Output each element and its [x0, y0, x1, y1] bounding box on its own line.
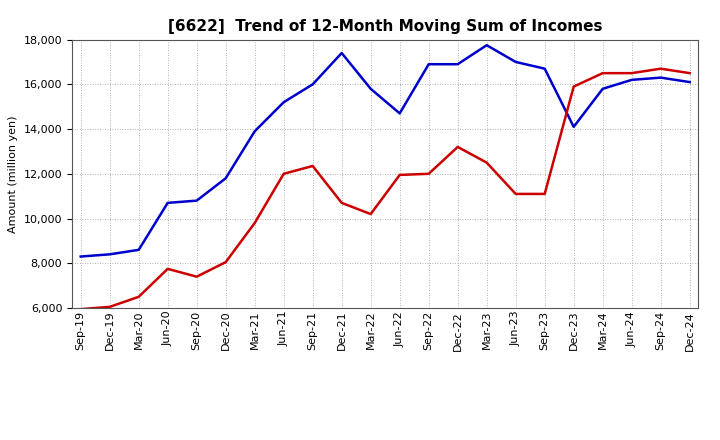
Net Income [570, 84, 578, 89]
Ordinary Income [541, 66, 549, 71]
Net Income [135, 294, 143, 300]
Ordinary Income [598, 86, 607, 92]
Ordinary Income [366, 86, 375, 92]
Net Income [76, 307, 85, 312]
Net Income [279, 171, 288, 176]
Ordinary Income [308, 82, 317, 87]
Net Income [395, 172, 404, 178]
Ordinary Income [657, 75, 665, 80]
Ordinary Income [627, 77, 636, 83]
Net Income [598, 70, 607, 76]
Net Income [657, 66, 665, 71]
Net Income [251, 220, 259, 226]
Ordinary Income [511, 59, 520, 65]
Net Income [308, 163, 317, 169]
Net Income [541, 191, 549, 197]
Y-axis label: Amount (million yen): Amount (million yen) [8, 115, 18, 233]
Net Income [482, 160, 491, 165]
Net Income [366, 211, 375, 216]
Ordinary Income [685, 80, 694, 85]
Line: Net Income: Net Income [81, 69, 690, 309]
Net Income [627, 70, 636, 76]
Ordinary Income [135, 247, 143, 253]
Net Income [424, 171, 433, 176]
Ordinary Income [454, 62, 462, 67]
Ordinary Income [192, 198, 201, 203]
Net Income [163, 266, 172, 271]
Ordinary Income [482, 43, 491, 48]
Ordinary Income [163, 200, 172, 205]
Line: Ordinary Income: Ordinary Income [81, 45, 690, 257]
Net Income [511, 191, 520, 197]
Ordinary Income [338, 50, 346, 55]
Net Income [221, 260, 230, 265]
Ordinary Income [105, 252, 114, 257]
Title: [6622]  Trend of 12-Month Moving Sum of Incomes: [6622] Trend of 12-Month Moving Sum of I… [168, 19, 603, 34]
Ordinary Income [279, 99, 288, 105]
Ordinary Income [424, 62, 433, 67]
Net Income [338, 200, 346, 205]
Ordinary Income [570, 124, 578, 129]
Ordinary Income [251, 128, 259, 134]
Ordinary Income [221, 176, 230, 181]
Net Income [685, 70, 694, 76]
Ordinary Income [395, 111, 404, 116]
Net Income [105, 304, 114, 309]
Net Income [454, 144, 462, 150]
Ordinary Income [76, 254, 85, 259]
Net Income [192, 274, 201, 279]
